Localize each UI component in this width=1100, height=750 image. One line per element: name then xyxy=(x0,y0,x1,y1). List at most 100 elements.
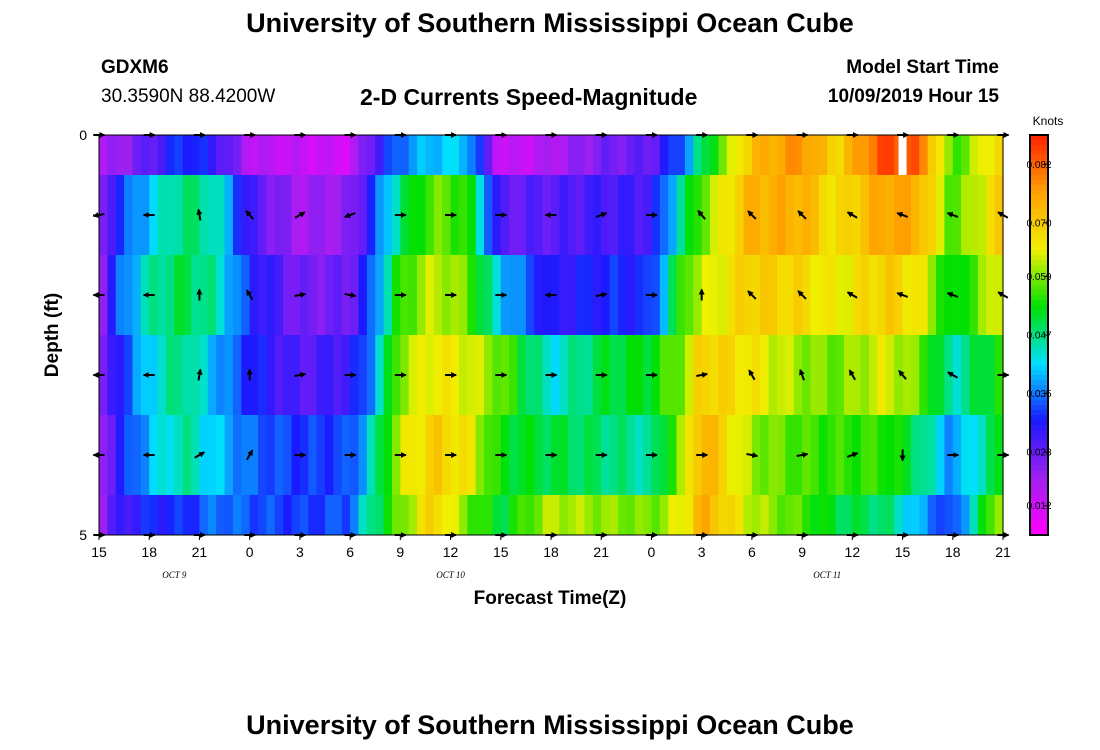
current-vector-arrow xyxy=(896,292,909,298)
heatmap-cell xyxy=(191,495,201,535)
heatmap-cell xyxy=(977,255,987,335)
heatmap-cell xyxy=(500,135,510,175)
heatmap-cell xyxy=(383,255,393,335)
heatmap-cell xyxy=(977,335,987,415)
heatmap-cell xyxy=(877,335,887,415)
heatmap-cell xyxy=(710,255,720,335)
heatmap-cell xyxy=(425,175,435,255)
heatmap-cell xyxy=(366,495,376,535)
heatmap-cell xyxy=(860,495,870,535)
heatmap-cell xyxy=(718,415,728,495)
colorbar-swatch xyxy=(1030,255,1048,261)
heatmap-cell xyxy=(274,135,284,175)
heatmap-cell xyxy=(391,495,401,535)
heatmap-cell xyxy=(634,415,644,495)
heatmap-cell xyxy=(676,135,686,175)
colorbar-swatch xyxy=(1030,250,1048,256)
heatmap-cell xyxy=(509,255,519,335)
colorbar-swatch xyxy=(1030,305,1048,311)
heatmap-cell xyxy=(969,255,979,335)
heatmap-cell xyxy=(910,495,920,535)
heatmap-cell xyxy=(802,255,812,335)
heatmap-cell xyxy=(308,415,318,495)
heatmap-cell xyxy=(484,135,494,175)
colorbar-swatch xyxy=(1030,420,1048,426)
colorbar-swatch xyxy=(1030,285,1048,291)
heatmap-cell xyxy=(425,415,435,495)
heatmap-cell xyxy=(467,135,477,175)
x-tick-label: 6 xyxy=(748,544,756,560)
colorbar-swatch xyxy=(1030,215,1048,221)
heatmap-cell xyxy=(576,175,586,255)
heatmap-cell xyxy=(283,175,293,255)
heatmap-cell xyxy=(551,495,560,535)
x-tick-label: 15 xyxy=(91,544,107,560)
colorbar-swatch xyxy=(1030,290,1048,296)
heatmap-cell xyxy=(375,175,385,255)
heatmap-cell xyxy=(157,415,167,495)
heatmap-cell xyxy=(793,495,803,535)
heatmap-cell xyxy=(517,415,527,495)
colorbar-swatch xyxy=(1030,430,1048,436)
heatmap-cell xyxy=(325,135,334,175)
colorbar-swatch xyxy=(1030,280,1048,286)
heatmap-cell xyxy=(333,175,343,255)
heatmap-cell xyxy=(425,495,435,535)
heatmap-cell xyxy=(224,335,234,415)
heatmap-cell xyxy=(977,175,987,255)
product-title: 2-D Currents Speed-Magnitude xyxy=(360,84,698,110)
colorbar-swatch xyxy=(1030,340,1048,346)
heatmap-cell xyxy=(843,335,853,415)
heatmap-cell xyxy=(684,415,694,495)
heatmap-cell xyxy=(115,495,125,535)
colorbar-swatch xyxy=(1030,205,1048,211)
heatmap-cell xyxy=(258,135,268,175)
colorbar-swatch xyxy=(1030,435,1048,441)
heatmap-cell xyxy=(977,415,987,495)
heatmap-cell xyxy=(986,175,996,255)
current-vector-arrow xyxy=(796,451,809,458)
heatmap-cell xyxy=(659,135,669,175)
heatmap-cell xyxy=(617,495,627,535)
heatmap-cell xyxy=(994,135,1004,175)
heatmap-cell xyxy=(509,415,519,495)
heatmap-cell xyxy=(165,135,175,175)
heatmap-cell xyxy=(266,335,276,415)
heatmap-cell xyxy=(266,255,276,335)
heatmap-cell xyxy=(810,415,820,495)
current-vector-arrow xyxy=(246,449,254,461)
colorbar-swatch xyxy=(1030,185,1048,191)
colorbar-swatch xyxy=(1030,470,1048,476)
colorbar-swatch xyxy=(1030,190,1048,196)
heatmap-cell xyxy=(258,415,268,495)
heatmap-cell xyxy=(450,135,460,175)
heatmap-cell xyxy=(383,415,393,495)
heatmap-cell xyxy=(835,255,845,335)
colorbar-swatch xyxy=(1030,135,1048,141)
heatmap-cell xyxy=(232,255,242,335)
heatmap-cell xyxy=(944,135,954,175)
heatmap-cell xyxy=(927,495,937,535)
heatmap-cell xyxy=(827,495,837,535)
heatmap-cell xyxy=(350,135,360,175)
colorbar-swatch xyxy=(1030,180,1048,186)
heatmap-cell xyxy=(174,415,184,495)
colorbar-swatch xyxy=(1030,265,1048,271)
heatmap-cell xyxy=(676,335,686,415)
heatmap-cell xyxy=(207,415,217,495)
heatmap-cell xyxy=(299,135,309,175)
heatmap-cell xyxy=(927,335,937,415)
heatmap-cell xyxy=(952,495,962,535)
heatmap-cell xyxy=(283,335,293,415)
heatmap-cell xyxy=(182,175,192,255)
heatmap-cell xyxy=(366,255,376,335)
heatmap-cell xyxy=(124,255,134,335)
colorbar-swatch xyxy=(1030,490,1048,496)
colorbar-swatch xyxy=(1030,210,1048,216)
heatmap-cell xyxy=(132,415,142,495)
heatmap-cell xyxy=(869,415,879,495)
colorbar-swatch xyxy=(1030,195,1048,201)
heatmap-cell xyxy=(961,495,971,535)
colorbar: Knots 0.012 0.023 0.035 0.047 0.059 0.070 0.08… xyxy=(1026,114,1063,536)
colorbar-swatch xyxy=(1030,335,1048,341)
